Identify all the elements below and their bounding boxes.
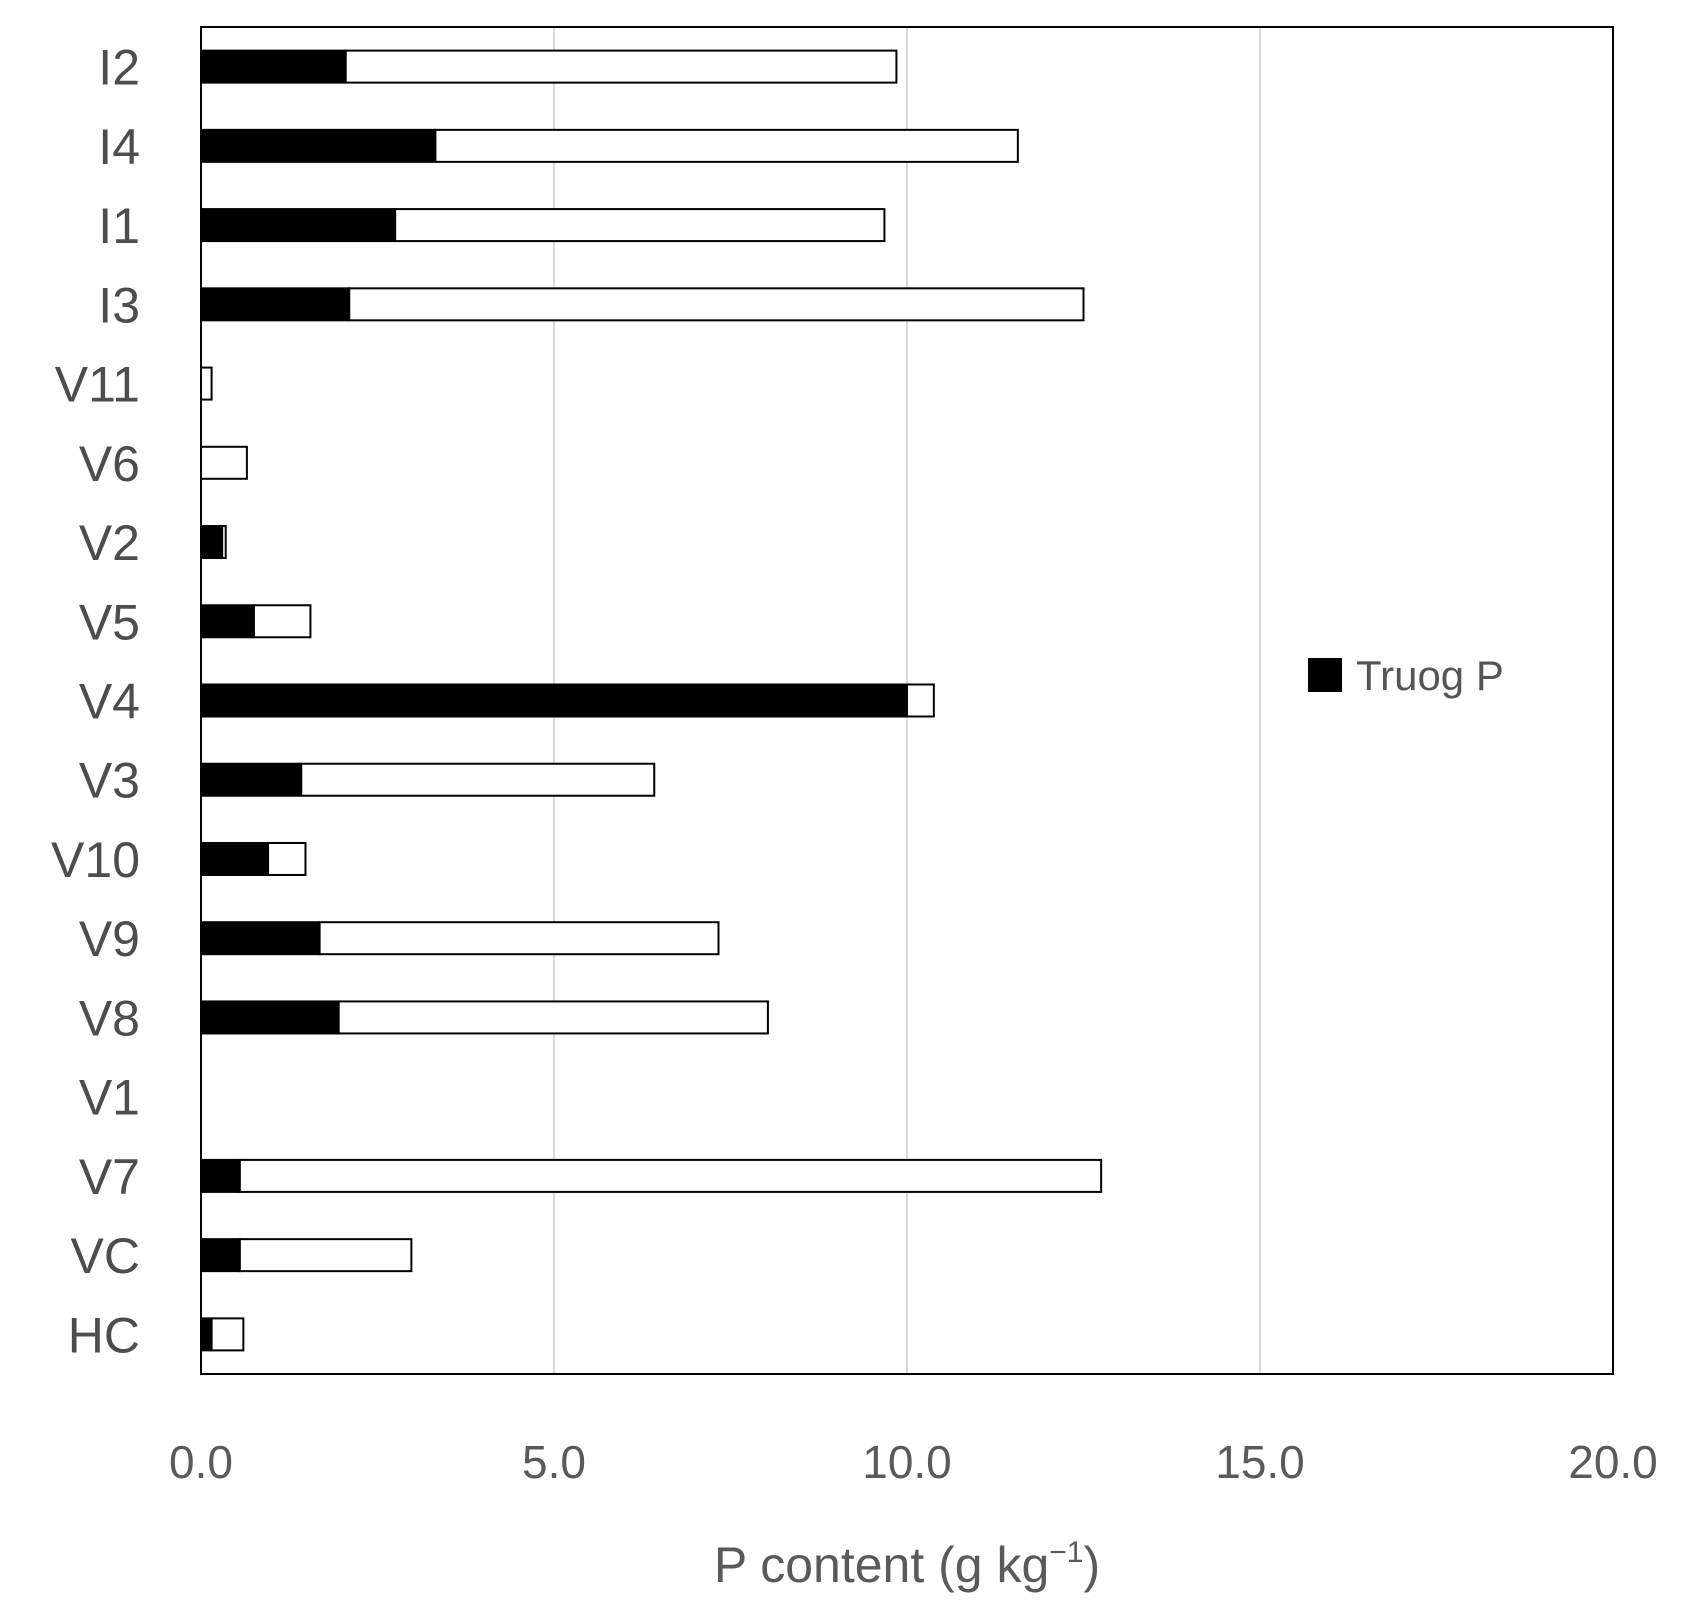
bar-i4-truog-p (200, 128, 437, 163)
bar-v7-series-2 (238, 1158, 1103, 1193)
bar-hc-series-2 (210, 1317, 245, 1352)
category-label-v4: V4 (79, 674, 140, 730)
x-axis-title-main: P content (g kg (714, 1537, 1049, 1593)
category-label-i1: I1 (98, 198, 140, 254)
bar-v3-series-2 (300, 762, 656, 797)
category-label-v2: V2 (79, 515, 140, 571)
bar-v6-series-2 (200, 445, 248, 480)
category-label-i4: I4 (98, 119, 140, 175)
bar-v4-truog-p (200, 683, 908, 718)
bar-v8-series-2 (337, 1000, 769, 1035)
category-labels: I2 I4 I1 I3 V11 V6 V2 V5 V4 V3 V10 V9 V8 V1 V7 VC HC (51, 40, 140, 1364)
category-label-v5: V5 (79, 594, 140, 650)
category-label-v11: V11 (55, 357, 140, 413)
bar-v9-series-2 (318, 921, 720, 956)
bar-v7-truog-p (200, 1158, 241, 1193)
bar-v2-series-2 (221, 525, 227, 560)
category-label-v8: V8 (79, 990, 140, 1046)
bar-v2-truog-p (200, 525, 224, 560)
x-tick-labels: 0.0 5.0 10.0 15.0 20.0 (169, 1436, 1658, 1488)
legend-swatch-truog-p (1308, 658, 1342, 692)
x-tick-label: 5.0 (522, 1436, 586, 1488)
bar-v10-series-2 (267, 841, 307, 876)
bar-hc-truog-p (200, 1317, 213, 1352)
x-axis-title-suffix: ) (1083, 1537, 1100, 1593)
x-tick-label: 0.0 (169, 1436, 233, 1488)
x-axis-title: P content (g kg−1) (714, 1536, 1100, 1593)
plot-area-frame (200, 26, 1614, 1375)
x-tick-label: 15.0 (1215, 1436, 1305, 1488)
category-label-i3: I3 (98, 277, 140, 333)
bar-i3-truog-p (200, 287, 351, 322)
legend: Truog P (1308, 652, 1504, 699)
x-tick-label: 10.0 (862, 1436, 952, 1488)
bar-vc-truog-p (200, 1238, 241, 1273)
bar-i1-series-2 (394, 208, 886, 243)
bar-v10-truog-p (200, 841, 270, 876)
bar-i3-series-2 (348, 287, 1085, 322)
bar-i2-truog-p (200, 49, 347, 84)
bar-v9-truog-p (200, 921, 321, 956)
bars (200, 49, 1103, 1352)
bar-v8-truog-p (200, 1000, 340, 1035)
bar-v4-series-2 (906, 683, 935, 718)
x-axis-title-superscript: −1 (1049, 1536, 1083, 1569)
category-label-vc: VC (71, 1228, 140, 1284)
category-label-v6: V6 (79, 436, 140, 492)
category-label-hc: HC (68, 1307, 140, 1363)
bar-i4-series-2 (434, 128, 1019, 163)
category-label-v3: V3 (79, 753, 140, 809)
bar-v11-series-2 (200, 366, 213, 401)
category-label-v7: V7 (79, 1149, 140, 1205)
category-label-i2: I2 (98, 40, 140, 96)
category-label-v1: V1 (79, 1070, 140, 1126)
x-tick-label: 20.0 (1568, 1436, 1658, 1488)
bar-i1-truog-p (200, 208, 397, 243)
bar-v5-series-2 (252, 604, 312, 639)
legend-label-truog-p: Truog P (1356, 652, 1504, 699)
bar-i2-series-2 (344, 49, 898, 84)
category-label-v9: V9 (79, 911, 140, 967)
bar-vc-series-2 (238, 1238, 413, 1273)
bar-v3-truog-p (200, 762, 303, 797)
category-label-v10: V10 (51, 832, 140, 888)
bar-v5-truog-p (200, 604, 255, 639)
